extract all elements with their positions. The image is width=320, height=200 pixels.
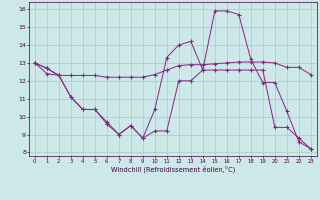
X-axis label: Windchill (Refroidissement éolien,°C): Windchill (Refroidissement éolien,°C) bbox=[111, 165, 235, 173]
